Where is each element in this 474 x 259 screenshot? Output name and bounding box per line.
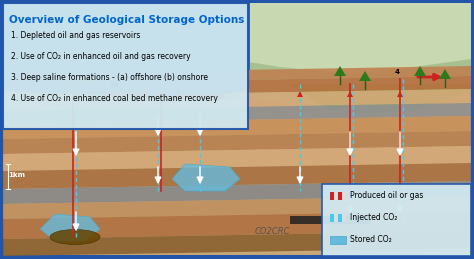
Polygon shape — [3, 76, 471, 97]
Text: 4. Use of CO₂ in enhanced coal bed methane recovery: 4. Use of CO₂ in enhanced coal bed metha… — [11, 94, 218, 103]
Polygon shape — [334, 66, 346, 76]
Polygon shape — [359, 71, 371, 81]
Text: 4: 4 — [395, 69, 400, 75]
Text: 3a: 3a — [110, 82, 119, 88]
Bar — [334, 192, 338, 200]
Polygon shape — [230, 3, 471, 74]
Polygon shape — [197, 91, 203, 97]
Text: Injected CO₂: Injected CO₂ — [350, 213, 397, 222]
Text: 1. Depleted oil and gas reservoirs: 1. Depleted oil and gas reservoirs — [11, 31, 140, 40]
Polygon shape — [297, 91, 303, 97]
Bar — [334, 214, 338, 222]
Text: 2: 2 — [175, 89, 180, 95]
Bar — [342, 192, 346, 200]
Polygon shape — [3, 146, 471, 171]
Polygon shape — [3, 89, 471, 111]
Text: CO2CRC: CO2CRC — [255, 227, 291, 236]
Polygon shape — [3, 3, 245, 97]
Polygon shape — [3, 231, 471, 256]
Polygon shape — [155, 91, 161, 97]
Bar — [338, 214, 342, 222]
Bar — [290, 216, 370, 224]
Bar — [338, 192, 342, 200]
Text: 3. Deep saline formations - (a) offshore (b) onshore: 3. Deep saline formations - (a) offshore… — [11, 73, 208, 82]
Bar — [342, 214, 346, 222]
FancyBboxPatch shape — [3, 3, 248, 129]
Polygon shape — [73, 91, 79, 97]
Polygon shape — [230, 3, 471, 111]
Polygon shape — [172, 164, 240, 191]
Polygon shape — [158, 91, 164, 97]
FancyBboxPatch shape — [322, 184, 471, 256]
Polygon shape — [397, 91, 403, 97]
Polygon shape — [3, 163, 471, 189]
Bar — [60, 76, 95, 81]
Polygon shape — [3, 116, 471, 139]
Bar — [330, 236, 346, 244]
Text: 2. Use of CO₂ in enhanced oil and gas recovery: 2. Use of CO₂ in enhanced oil and gas re… — [11, 52, 191, 61]
Polygon shape — [3, 91, 245, 103]
Bar — [330, 214, 334, 222]
Text: 1km: 1km — [8, 172, 25, 178]
Text: Produced oil or gas: Produced oil or gas — [350, 191, 423, 200]
Text: Overview of Geological Storage Options: Overview of Geological Storage Options — [9, 15, 245, 25]
Polygon shape — [439, 69, 451, 79]
Polygon shape — [3, 66, 471, 84]
Polygon shape — [347, 91, 353, 97]
Polygon shape — [3, 181, 471, 204]
Polygon shape — [414, 66, 426, 76]
Text: Stored CO₂: Stored CO₂ — [350, 235, 392, 244]
Polygon shape — [3, 3, 250, 94]
Polygon shape — [40, 214, 100, 241]
Polygon shape — [3, 211, 471, 239]
Bar — [330, 192, 334, 200]
Polygon shape — [3, 196, 471, 219]
Ellipse shape — [50, 229, 100, 244]
Polygon shape — [3, 103, 471, 124]
Polygon shape — [290, 84, 471, 114]
Polygon shape — [3, 131, 471, 154]
